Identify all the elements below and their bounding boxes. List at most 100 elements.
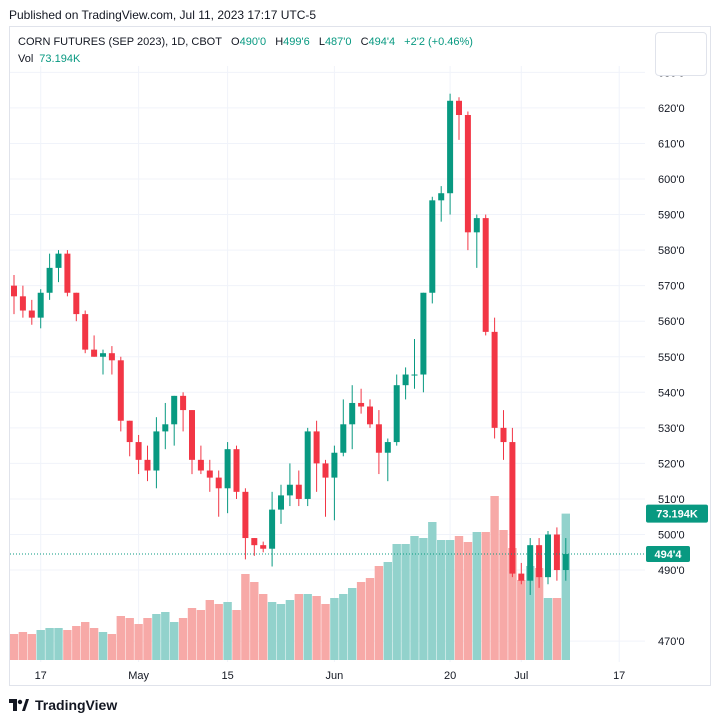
candle-body (197, 459, 204, 471)
candle (224, 442, 231, 514)
candle (447, 93, 454, 215)
candle-body (82, 314, 89, 350)
low-label: L (318, 36, 325, 48)
candle-body (358, 402, 365, 407)
candle (340, 399, 347, 457)
price-tick-label: 540'0 (658, 387, 685, 399)
candle-body (180, 395, 187, 411)
volume-label: Vol (18, 53, 34, 65)
candle-body (375, 424, 382, 453)
close-label: C (360, 36, 369, 48)
candle-body (429, 200, 436, 293)
time-tick-label: Jul (514, 670, 528, 682)
candle-body (349, 402, 356, 425)
volume-bar (81, 622, 90, 660)
candle-body (500, 427, 507, 443)
candle (126, 420, 133, 457)
candle (562, 538, 569, 581)
time-axis: 17 May 15 Jun 20 Jul 17 (35, 670, 626, 682)
volume-bar (232, 610, 241, 660)
time-tick-label: 17 (613, 670, 625, 682)
last-volume-label: 73.194K (656, 509, 698, 521)
tradingview-brand[interactable]: TradingView (35, 697, 118, 713)
volume-bar (472, 532, 481, 660)
candle (46, 253, 53, 300)
volume-bar (205, 600, 214, 660)
volume-bar (561, 513, 570, 660)
volume-bar (348, 588, 357, 660)
volume-bar (143, 618, 152, 660)
candle-body (206, 470, 213, 478)
price-tick-label: 530'0 (658, 423, 685, 435)
price-tick-label: 610'0 (658, 138, 685, 150)
volume-bar (63, 630, 72, 660)
candle-body (162, 424, 169, 432)
candle (473, 214, 480, 268)
candle-body (473, 218, 480, 233)
candle (456, 97, 462, 140)
price-axis: 470'0 490'0 500'0 510'0 520'0 530'0 540'0 550'0… (658, 67, 685, 648)
price-tick-label: 590'0 (658, 210, 685, 222)
volume-bar (526, 566, 535, 660)
candle (28, 299, 35, 325)
low-value: 487'0 (324, 36, 352, 48)
time-tick-label: Jun (326, 670, 344, 682)
candle (402, 367, 409, 400)
volume-bar (419, 538, 428, 660)
price-tick-label: 490'0 (658, 565, 685, 577)
candle (242, 488, 249, 560)
last-value-markers: 494'4 73.194K (10, 504, 708, 563)
volume-bar (490, 496, 499, 660)
candle-body (117, 360, 124, 421)
volume-bar (223, 602, 232, 660)
open-label: O (231, 36, 240, 48)
volume-bar (196, 610, 206, 660)
candle (278, 484, 284, 524)
symbol-title[interactable]: CORN FUTURES (SEP 2023), 1D, CBOT (18, 36, 222, 48)
candle-body (19, 296, 26, 311)
candle-body (331, 452, 338, 478)
candle (162, 402, 169, 450)
candle-body (420, 292, 427, 375)
candle (322, 459, 329, 517)
candle (251, 538, 258, 556)
volume-bar (36, 630, 45, 660)
candle (19, 285, 26, 318)
candle-body (322, 463, 329, 478)
candle-body (73, 292, 80, 315)
volume-bar (339, 594, 348, 660)
candle-body (224, 449, 231, 489)
candle-body (11, 285, 17, 297)
candle (73, 292, 80, 322)
volume-bar (508, 548, 517, 660)
last-price-badge (646, 546, 690, 563)
tradingview-logo-icon (9, 699, 29, 711)
candle (153, 417, 160, 489)
candle-body (153, 431, 160, 471)
candle-body (509, 442, 516, 574)
volume-bar (499, 530, 508, 660)
volume-bar (383, 562, 392, 660)
volume-bar (365, 578, 375, 660)
grid-lines (10, 66, 645, 662)
candle-body (278, 495, 284, 510)
high-value: 499'6 (283, 36, 310, 48)
volume-bar (428, 522, 437, 660)
price-tick-label: 570'0 (658, 281, 685, 293)
candle-body (313, 431, 320, 464)
candle-body (64, 253, 71, 293)
volume-bar (9, 634, 19, 660)
candle (527, 538, 534, 595)
price-tick-label: 580'0 (658, 245, 685, 257)
candle (100, 349, 106, 375)
candle (358, 388, 365, 414)
volume-bar (517, 580, 526, 660)
change-value: +2'2 (+0.46%) (404, 36, 473, 48)
candle-body (304, 431, 311, 499)
candle (135, 434, 142, 475)
candle-body (91, 349, 98, 357)
volume-bar (276, 604, 286, 660)
volume-bar (259, 594, 268, 660)
volume-bar (267, 602, 277, 660)
